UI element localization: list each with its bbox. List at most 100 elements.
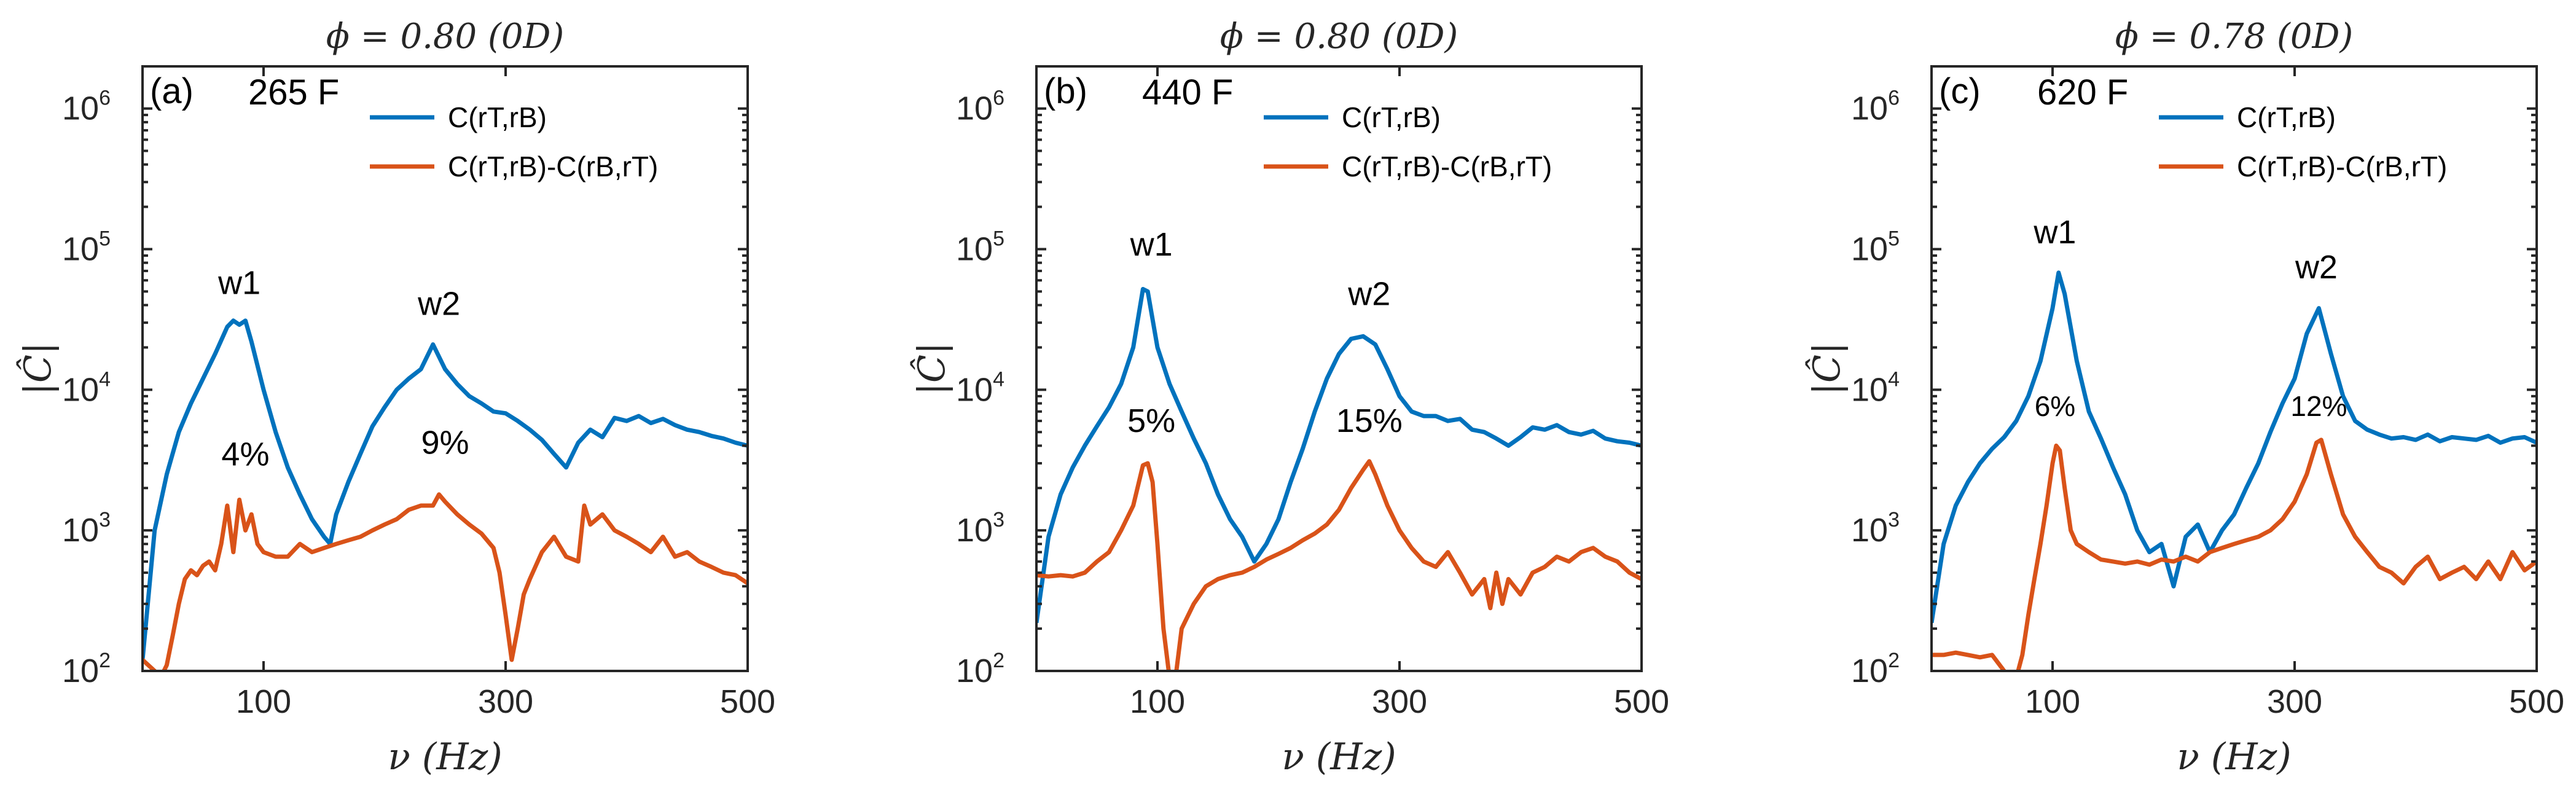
legend-entry-1: C(rT,rB) <box>2237 101 2336 133</box>
y-tick-base: 10 <box>62 230 99 267</box>
panel-label: (c) <box>1939 71 1981 111</box>
y-tick-exp: 4 <box>993 367 1004 391</box>
fuel-label: 440 F <box>1142 73 1233 112</box>
fuel-label: 620 F <box>2037 73 2128 112</box>
y-tick-exp: 5 <box>99 227 111 250</box>
x-tick-label: 100 <box>1130 683 1185 720</box>
x-tick-label: 100 <box>2025 683 2080 720</box>
peak-annotation: 12% <box>2290 390 2347 422</box>
y-tick-base: 10 <box>956 512 993 549</box>
legend-entry-2: C(rT,rB)-C(rB,rT) <box>448 151 658 182</box>
y-tick-exp: 5 <box>1888 227 1900 250</box>
series-line-2 <box>143 492 748 671</box>
legend-entry-1: C(rT,rB) <box>1342 101 1441 133</box>
x-tick-label: 300 <box>478 683 533 720</box>
y-axis-label: |Ĉ| <box>909 342 953 395</box>
y-tick-exp: 2 <box>99 649 111 672</box>
y-tick-base: 10 <box>62 653 99 689</box>
panel-label: (a) <box>150 71 194 111</box>
legend-entry-2: C(rT,rB)-C(rB,rT) <box>2237 151 2447 182</box>
y-tick-exp: 6 <box>99 87 111 110</box>
series-line-1 <box>1036 287 1642 624</box>
x-axis-label: ν (Hz) <box>1282 735 1396 778</box>
x-tick-label: 300 <box>1372 683 1427 720</box>
y-tick-label: 105 <box>62 227 111 267</box>
x-tick-label: 500 <box>720 683 775 720</box>
axes-box <box>141 65 749 672</box>
y-tick-label: 106 <box>62 87 111 127</box>
y-tick-exp: 4 <box>99 367 111 391</box>
x-tick-label: 500 <box>2509 683 2564 720</box>
peak-annotation: 6% <box>2035 390 2075 422</box>
y-tick-base: 10 <box>1851 230 1888 267</box>
y-axis-label: |Ĉ| <box>15 342 60 395</box>
peak-annotation: w2 <box>2295 249 2338 286</box>
y-tick-exp: 2 <box>1888 649 1900 672</box>
peak-annotation: w1 <box>2033 214 2076 251</box>
y-tick-base: 10 <box>956 230 993 267</box>
axes-box <box>1035 65 1643 672</box>
y-tick-exp: 6 <box>1888 87 1900 110</box>
y-tick-base: 10 <box>1851 653 1888 689</box>
peak-annotation: 5% <box>1127 402 1175 439</box>
chart-title: ϕ = 0.80 (0D) <box>326 17 564 57</box>
peak-annotation: 15% <box>1336 402 1403 439</box>
axes-box <box>1930 65 2538 672</box>
series-line-1 <box>143 318 748 661</box>
y-tick-base: 10 <box>1851 371 1888 408</box>
y-tick-label: 103 <box>1851 508 1900 549</box>
fuel-label: 265 F <box>248 73 339 112</box>
chart-title: ϕ = 0.78 (0D) <box>2115 17 2353 57</box>
y-tick-base: 10 <box>956 371 993 408</box>
series-line-2 <box>1036 459 1642 671</box>
y-axis-label: |Ĉ| <box>1804 342 1849 395</box>
y-tick-base: 10 <box>956 653 993 689</box>
y-tick-label: 102 <box>1851 649 1900 689</box>
y-tick-label: 102 <box>956 649 1004 689</box>
peak-annotation: w2 <box>417 286 460 323</box>
peak-annotation: 9% <box>421 425 469 461</box>
y-tick-label: 104 <box>1851 367 1900 408</box>
series-line-1 <box>1932 270 2537 624</box>
y-tick-base: 10 <box>62 90 99 127</box>
y-tick-base: 10 <box>1851 90 1888 127</box>
y-tick-label: 104 <box>62 367 111 408</box>
y-tick-label: 105 <box>956 227 1004 267</box>
y-tick-label: 105 <box>1851 227 1900 267</box>
y-tick-exp: 3 <box>993 508 1004 531</box>
legend-entry-2: C(rT,rB)-C(rB,rT) <box>1342 151 1552 182</box>
x-axis-label: ν (Hz) <box>388 735 502 778</box>
peak-annotation: w2 <box>1347 276 1390 313</box>
y-tick-base: 10 <box>62 371 99 408</box>
series-line-2 <box>1932 437 2537 671</box>
y-tick-label: 106 <box>956 87 1004 127</box>
y-tick-label: 103 <box>956 508 1004 549</box>
y-tick-base: 10 <box>956 90 993 127</box>
peak-annotation: 4% <box>221 436 269 472</box>
y-tick-label: 102 <box>62 649 111 689</box>
y-tick-label: 104 <box>956 367 1004 408</box>
legend-entry-1: C(rT,rB) <box>448 101 547 133</box>
x-tick-label: 500 <box>1614 683 1669 720</box>
panel-label: (b) <box>1044 71 1087 111</box>
x-tick-label: 100 <box>236 683 291 720</box>
y-tick-exp: 2 <box>993 649 1004 672</box>
x-tick-label: 300 <box>2267 683 2322 720</box>
chart-title: ϕ = 0.80 (0D) <box>1220 17 1458 57</box>
y-tick-base: 10 <box>62 512 99 549</box>
y-tick-base: 10 <box>1851 512 1888 549</box>
y-tick-exp: 4 <box>1888 367 1900 391</box>
x-axis-label: ν (Hz) <box>2177 735 2291 778</box>
y-tick-exp: 5 <box>993 227 1004 250</box>
y-tick-exp: 3 <box>1888 508 1900 531</box>
y-tick-label: 103 <box>62 508 111 549</box>
y-tick-exp: 6 <box>993 87 1004 110</box>
peak-annotation: w1 <box>217 264 260 301</box>
y-tick-exp: 3 <box>99 508 111 531</box>
y-tick-label: 106 <box>1851 87 1900 127</box>
peak-annotation: w1 <box>1130 226 1173 263</box>
